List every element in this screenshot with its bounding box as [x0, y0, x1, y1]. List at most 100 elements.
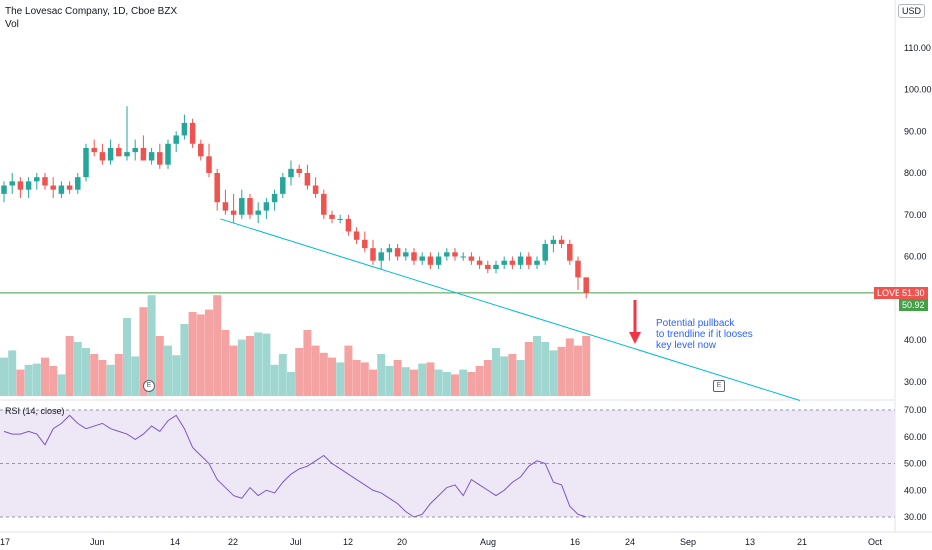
volume-bar	[369, 369, 377, 396]
volume-bar	[565, 338, 574, 396]
volume-bar	[533, 336, 541, 396]
volume-bar	[393, 360, 402, 396]
volume-bar	[90, 354, 99, 396]
candle-body	[124, 152, 130, 157]
rsi-tick-label: 30.00	[904, 512, 927, 522]
volume-bar	[114, 354, 123, 396]
volume-bar	[344, 345, 353, 396]
time-tick-label: 14	[170, 537, 180, 547]
candle-body	[452, 252, 458, 257]
candle-body	[173, 135, 179, 144]
candle-body	[435, 256, 442, 265]
symbol-title: The Lovesac Company, 1D, Cboe BZX	[5, 6, 178, 17]
volume-bar	[24, 364, 33, 396]
candle-body	[1, 185, 7, 194]
rsi-tick-label: 70.00	[904, 405, 927, 415]
chart-header: The Lovesac Company, 1D, Cboe BZX Vol	[5, 5, 177, 31]
volume-bar	[442, 372, 451, 396]
candle-body	[198, 143, 204, 157]
candle-body	[583, 277, 589, 293]
candle-body	[148, 152, 155, 161]
volume-bar	[410, 369, 418, 396]
candle-body	[255, 210, 261, 215]
volume-bar	[237, 339, 246, 396]
volume-bar	[385, 366, 394, 396]
time-tick-label: Jul	[290, 537, 302, 547]
volume-bar	[401, 367, 410, 396]
candle-body	[230, 210, 237, 215]
rsi-line	[3, 414, 587, 518]
price-tick-label: 110.00	[904, 43, 931, 53]
candle-body	[206, 156, 212, 173]
volume-label: Vol	[5, 19, 19, 30]
annotation-line: Potential pullback	[656, 318, 735, 329]
volume-bar	[303, 330, 312, 396]
volume-bar	[418, 363, 427, 396]
volume-bar	[336, 362, 345, 396]
time-tick-label: 17	[0, 537, 10, 547]
volume-bar	[8, 350, 17, 396]
volume-bar	[278, 354, 287, 396]
volume-bar	[557, 346, 566, 396]
volume-bar	[328, 357, 336, 396]
candle-body	[140, 147, 147, 161]
candle-body	[304, 173, 311, 186]
price-tick-label: 30.00	[904, 377, 927, 387]
volume-bar	[65, 336, 74, 396]
candle-body	[517, 256, 524, 265]
volume-bar	[582, 336, 591, 396]
volume-bar	[221, 330, 230, 396]
candle-body	[132, 147, 138, 153]
volume-bar	[352, 360, 361, 396]
candle-body	[25, 181, 32, 190]
currency-button[interactable]: USD	[897, 4, 925, 18]
candle-body	[247, 198, 253, 215]
candle-body	[288, 168, 294, 178]
candle-body	[501, 260, 507, 265]
candle-body	[17, 181, 24, 190]
candle-body	[444, 252, 450, 257]
volume-bar	[360, 362, 369, 396]
rsi-tick-label: 60.00	[904, 432, 927, 442]
volume-bar	[475, 366, 484, 396]
candle-body	[534, 260, 540, 265]
time-tick-label: 21	[797, 537, 807, 547]
candle-body	[263, 202, 270, 211]
volume-bar	[172, 355, 181, 396]
candle-body	[427, 256, 434, 265]
earnings-event-icon[interactable]: E	[143, 380, 155, 392]
annotation-note[interactable]: Potential pullback to trendline if it lo…	[656, 318, 753, 351]
candle-body	[34, 177, 40, 182]
volume-bar	[311, 345, 320, 396]
candle-body	[567, 243, 573, 261]
time-tick-label: 22	[228, 537, 238, 547]
candle-body	[526, 256, 532, 265]
candle-body	[485, 264, 491, 270]
volume-bar	[180, 324, 189, 396]
time-tick-label: 20	[397, 537, 407, 547]
volume-bar	[451, 374, 459, 396]
candle-body	[337, 218, 343, 220]
volume-bar	[98, 360, 107, 396]
time-tick-label: Aug	[480, 537, 496, 547]
volume-bar	[213, 295, 222, 396]
volume-bar	[147, 295, 156, 396]
candle-body	[50, 185, 56, 190]
last-price-tag: 51.30	[899, 287, 928, 299]
time-tick-label: 12	[343, 537, 353, 547]
candle-body	[468, 256, 475, 261]
candle-body	[116, 147, 122, 157]
volume-bar	[41, 357, 49, 396]
volume-bar	[467, 372, 476, 396]
volume-bar	[164, 345, 172, 396]
candle-body	[296, 168, 302, 173]
candle-body	[386, 248, 393, 253]
candle-body	[9, 181, 15, 186]
earnings-event-icon[interactable]: E	[713, 380, 725, 392]
volume-bar	[82, 348, 90, 396]
volume-bar	[574, 345, 582, 396]
price-tick-label: 40.00	[904, 335, 927, 345]
volume-bar	[262, 333, 271, 396]
candle-body	[476, 260, 483, 265]
